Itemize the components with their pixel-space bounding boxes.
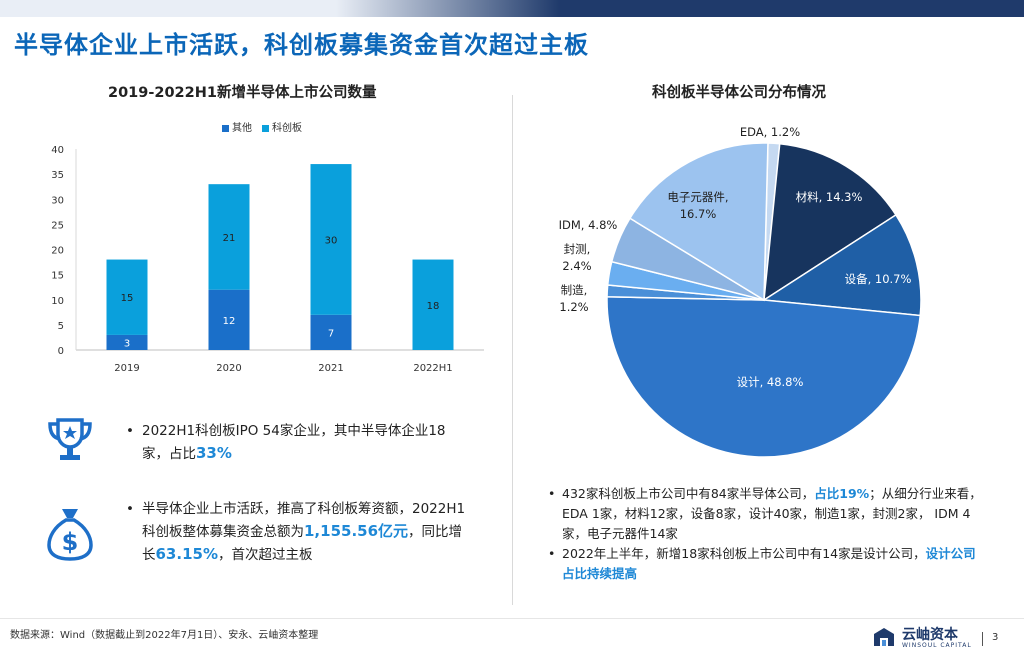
bar-segment bbox=[106, 259, 148, 335]
footer-divider bbox=[0, 618, 1024, 619]
logo-subtitle: WINSOUL CAPITAL bbox=[902, 641, 972, 649]
bar-data-label: 21 bbox=[223, 233, 236, 244]
pie-slice-设备 bbox=[761, 213, 922, 317]
bar-data-label: 18 bbox=[427, 301, 440, 312]
pie-chart-title: 科创板半导体公司分布情况 bbox=[652, 85, 826, 101]
right-bullet-1: • 432家科创板上市公司中有84家半导体公司，占比19%；从细分行业来看，ED… bbox=[548, 486, 982, 541]
right-bullet-2: • 2022年上半年，新增18家科创板上市公司中有14家是设计公司，设计公司占比… bbox=[548, 546, 976, 581]
y-tick-label: 40 bbox=[51, 145, 64, 156]
y-tick-label: 0 bbox=[58, 346, 64, 357]
svg-text:$: $ bbox=[62, 528, 79, 556]
y-tick-label: 15 bbox=[51, 271, 64, 282]
trophy-icon bbox=[48, 418, 92, 460]
bar-data-label: 3 bbox=[124, 338, 130, 349]
bar-segment bbox=[106, 334, 148, 350]
pie-chart: EDA, 1.2% 材料, 14.3% 设备, 10.7% 设计, 48.8% 制造, 1… bbox=[559, 125, 922, 458]
bar-segment bbox=[412, 259, 454, 350]
bar-data-label: 30 bbox=[325, 235, 338, 246]
data-source: 数据来源：Wind（数据截止到2022年7月1日）、安永、云岫资本整理 bbox=[10, 630, 319, 641]
pie-data-label: 2.4% bbox=[562, 259, 591, 273]
pie-data-label: 电子元器件, bbox=[667, 190, 728, 204]
left-bullet-2: • 半导体企业上市活跃，推高了科创板筹资额，2022H1科创板整体募集资金总额为… bbox=[126, 501, 466, 563]
pie-data-label: 材料, 14.3% bbox=[796, 190, 863, 204]
money-bag-icon: $ bbox=[47, 509, 93, 561]
pie-slice-电子元器件 bbox=[628, 142, 769, 302]
bar-segment bbox=[310, 314, 352, 350]
right-notes: • 432家科创板上市公司中有84家半导体公司，占比19%；从细分行业来看，ED… bbox=[548, 484, 988, 584]
y-tick-label: 5 bbox=[58, 321, 64, 332]
x-tick-label: 2021 bbox=[318, 363, 343, 374]
pie-data-label: 16.7% bbox=[680, 207, 717, 221]
top-banner-accent bbox=[0, 0, 560, 17]
page-title: 半导体企业上市活跃，科创板募集资金首次超过主板 bbox=[14, 31, 589, 59]
pie-data-label: 1.2% bbox=[559, 300, 588, 314]
bar-chart: 0 5 10 15 20 25 30 35 40 3 15 2019 12 21 2020 7 30 2021 18… bbox=[51, 145, 484, 374]
logo-name: 云岫资本 bbox=[902, 626, 958, 643]
page-number: 3 bbox=[992, 632, 999, 643]
pie-data-label: 设备, 10.7% bbox=[845, 272, 912, 286]
pie-data-label: 制造, bbox=[561, 283, 588, 297]
y-tick-label: 20 bbox=[51, 246, 64, 257]
pie-data-label: 封测, bbox=[564, 242, 591, 256]
x-tick-label: 2019 bbox=[114, 363, 139, 374]
bar-data-label: 7 bbox=[328, 328, 334, 339]
y-tick-label: 35 bbox=[51, 170, 64, 181]
pie-slice-设计 bbox=[606, 296, 922, 458]
bar-data-label: 12 bbox=[223, 316, 236, 327]
x-tick-label: 2020 bbox=[216, 363, 241, 374]
bar-segment bbox=[208, 184, 250, 290]
left-bullet-1: • 2022H1科创板IPO 54家企业，其中半导体企业18家，占比33% bbox=[126, 423, 446, 462]
bar-segment bbox=[310, 164, 352, 315]
page-separator bbox=[982, 632, 983, 646]
bar-data-label: 15 bbox=[121, 293, 134, 304]
y-tick-label: 30 bbox=[51, 195, 64, 206]
pie-data-label: IDM, 4.8% bbox=[559, 218, 618, 232]
y-tick-label: 25 bbox=[51, 220, 64, 231]
bar-chart-title: 2019-2022H1新增半导体上市公司数量 bbox=[108, 85, 377, 101]
legend-item-other: 其他 bbox=[222, 119, 252, 134]
column-divider bbox=[512, 95, 513, 605]
bar-segment bbox=[208, 289, 250, 350]
logo-mark-icon bbox=[874, 628, 894, 646]
y-tick-label: 10 bbox=[51, 296, 64, 307]
bar-legend: 其他 科创板 bbox=[222, 119, 302, 134]
pie-data-label: EDA, 1.2% bbox=[740, 125, 800, 139]
pie-slice-材料 bbox=[763, 142, 897, 302]
company-logo: 云岫资本 WINSOUL CAPITAL bbox=[872, 626, 972, 650]
pie-data-label: 设计, 48.8% bbox=[737, 375, 804, 389]
x-tick-label: 2022H1 bbox=[413, 363, 452, 374]
legend-item-star: 科创板 bbox=[262, 119, 302, 134]
